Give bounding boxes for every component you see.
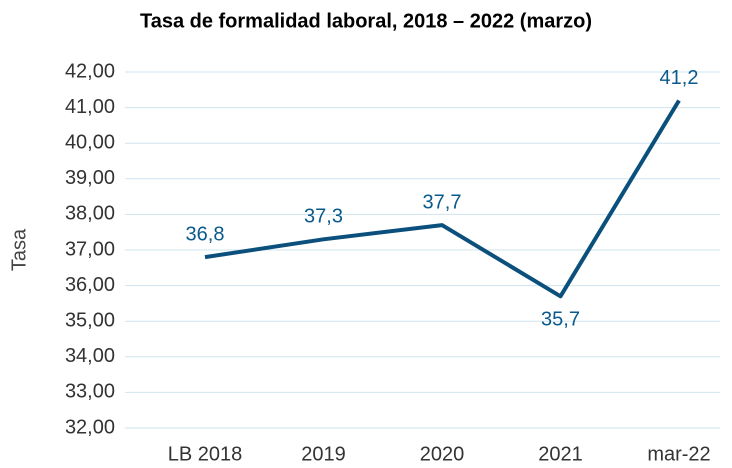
y-tick-label: 42,00 bbox=[65, 60, 115, 82]
data-label: 36,8 bbox=[186, 223, 225, 245]
x-tick-label: 2020 bbox=[420, 443, 465, 465]
x-tick-label: 2021 bbox=[538, 443, 583, 465]
x-tick-label: 2019 bbox=[301, 443, 346, 465]
y-tick-label: 38,00 bbox=[65, 203, 115, 225]
y-tick-label: 32,00 bbox=[65, 416, 115, 438]
y-tick-label: 33,00 bbox=[65, 381, 115, 403]
x-tick-label: LB 2018 bbox=[168, 443, 243, 465]
data-label: 35,7 bbox=[541, 309, 580, 331]
y-tick-label: 41,00 bbox=[65, 96, 115, 118]
y-tick-label: 37,00 bbox=[65, 238, 115, 260]
x-tick-label: mar-22 bbox=[647, 443, 710, 465]
data-label: 41,2 bbox=[660, 67, 699, 89]
data-label: 37,7 bbox=[423, 191, 462, 213]
y-tick-label: 34,00 bbox=[65, 345, 115, 367]
y-tick-label: 40,00 bbox=[65, 131, 115, 153]
chart-title: Tasa de formalidad laboral, 2018 – 2022 … bbox=[140, 10, 592, 32]
data-label: 37,3 bbox=[304, 206, 343, 228]
y-axis-label: Tasa bbox=[8, 228, 30, 271]
y-tick-label: 36,00 bbox=[65, 274, 115, 296]
y-tick-label: 39,00 bbox=[65, 167, 115, 189]
line bbox=[204, 99, 681, 299]
y-tick-label: 35,00 bbox=[65, 309, 115, 331]
